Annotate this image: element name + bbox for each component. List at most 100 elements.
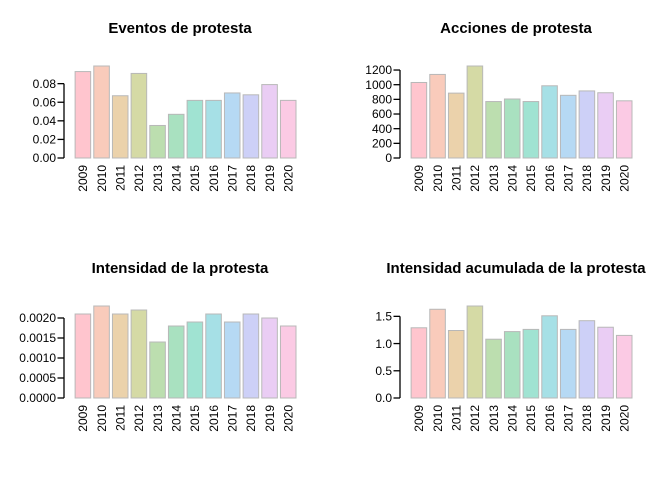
x-axis-label-2019: 2019 [263,405,277,432]
x-axis-label-2009: 2009 [412,405,426,432]
bar-2012 [130,72,148,159]
chart-acciones-de-protesta: Acciones de protesta 02004006008001000120… [365,20,633,192]
x-axis-label-2014: 2014 [505,405,519,432]
bar-2018 [242,313,260,399]
bar-2012 [130,309,148,399]
x-axis-label-2018: 2018 [244,165,258,192]
bar-2017 [223,92,241,159]
y-axis-tick-label: 1.5 [375,310,392,324]
bar-2011 [111,313,129,399]
bar-2011 [111,95,129,159]
bar-2018 [578,320,596,399]
chart-title: Intensidad acumulada de la protesta [386,260,646,277]
bar-2010 [93,65,110,159]
x-axis-label-2019: 2019 [599,165,613,192]
y-axis-tick-label: 600 [372,107,392,121]
bar-2015 [522,328,540,399]
chart-title: Intensidad de la protesta [92,260,269,277]
x-axis-label-2011: 2011 [449,405,463,431]
x-axis-label-2012: 2012 [468,405,482,432]
bar-2015 [186,99,204,159]
x-axis-label-2014: 2014 [505,165,519,192]
bar-2011 [447,92,465,159]
y-axis-tick-label: 0.5 [375,364,392,378]
x-axis-label-2019: 2019 [599,405,613,432]
y-axis-tick-label: 0.0010 [19,351,56,365]
x-axis-label-2020: 2020 [617,165,631,192]
x-axis-label-2013: 2013 [151,165,165,192]
bar-2011 [447,330,465,399]
x-axis-label-2017: 2017 [561,405,575,432]
x-axis-label-2009: 2009 [412,165,426,192]
x-axis-label-2020: 2020 [281,405,295,432]
y-axis-tick-label: 0 [385,151,392,165]
x-axis-label-2015: 2015 [524,165,538,192]
x-axis-label-2018: 2018 [580,165,594,192]
bar-2019 [597,92,614,159]
y-axis-tick-label: 0.0005 [19,371,56,385]
bar-2012 [466,305,484,399]
x-axis-label-2010: 2010 [95,405,109,432]
x-axis-label-2013: 2013 [151,405,165,432]
bar-2012 [466,65,484,159]
bar-2014 [167,325,185,399]
x-axis-label-2018: 2018 [244,405,258,432]
y-axis-tick-label: 1000 [365,78,392,92]
x-axis-label-2015: 2015 [188,165,202,192]
x-axis-label-2015: 2015 [524,405,538,432]
y-axis-tick-label: 0.08 [33,77,57,91]
bar-2019 [261,317,278,399]
bar-2013 [485,338,502,399]
x-axis-label-2020: 2020 [617,405,631,432]
x-axis-label-2011: 2011 [113,405,127,431]
bar-2013 [149,341,166,399]
y-axis-tick-label: 0.0020 [19,311,56,325]
bar-2009 [74,71,92,159]
bar-2010 [93,305,110,399]
bar-2013 [485,101,502,159]
y-axis-tick-label: 0.0015 [19,331,56,345]
y-axis-tick-label: 200 [372,137,392,151]
y-axis-tick-label: 0.06 [33,95,57,109]
x-axis-label-2017: 2017 [225,405,239,432]
bar-2020 [615,334,633,399]
x-axis-label-2012: 2012 [468,165,482,192]
chart-intensidad-de-la-protesta: Intensidad de la protesta 0.0000 0.0005 0.0… [19,260,297,432]
bar-2010 [429,73,446,159]
x-axis-label-2010: 2010 [431,165,445,192]
y-axis-tick-label: 1200 [365,63,392,77]
bar-2015 [522,101,540,159]
x-axis-label-2013: 2013 [487,405,501,432]
y-axis-tick-label: 0.0 [375,391,392,405]
y-axis-tick-label: 0.0000 [19,391,56,405]
bar-2020 [615,100,633,159]
x-axis-label-2018: 2018 [580,405,594,432]
x-axis-label-2020: 2020 [281,165,295,192]
bar-2009 [410,81,428,159]
x-axis-label-2016: 2016 [207,405,221,432]
y-axis-tick-label: 0.04 [33,114,57,128]
x-axis-label-2010: 2010 [95,165,109,192]
chart-title: Eventos de protesta [108,20,252,37]
y-axis-tick-label: 800 [372,93,392,107]
bar-2017 [223,321,241,399]
bar-2014 [503,98,521,159]
y-axis-tick-label: 0.02 [33,133,57,147]
x-axis-label-2017: 2017 [225,165,239,192]
x-axis-label-2009: 2009 [76,405,90,432]
x-axis-label-2009: 2009 [76,165,90,192]
bar-2017 [559,94,577,159]
x-axis-label-2016: 2016 [543,165,557,192]
x-axis-label-2016: 2016 [543,405,557,432]
y-axis-tick-label: 1.0 [375,337,392,351]
bar-2013 [149,124,166,159]
x-axis-label-2011: 2011 [449,165,463,191]
chart-eventos-de-protesta: Eventos de protesta 0.00 0.02 0.04 0.06 0.08 2… [33,20,297,192]
x-axis-label-2017: 2017 [561,165,575,192]
x-axis-label-2011: 2011 [113,165,127,191]
y-axis-tick-label: 400 [372,122,392,136]
bar-2009 [74,313,92,399]
x-axis-label-2014: 2014 [169,165,183,192]
x-axis-label-2012: 2012 [132,165,146,192]
